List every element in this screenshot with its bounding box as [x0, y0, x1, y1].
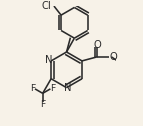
Text: N: N: [45, 55, 52, 65]
Text: N: N: [64, 83, 71, 93]
Text: Cl: Cl: [42, 1, 51, 11]
Text: O: O: [93, 40, 101, 50]
Text: O: O: [110, 52, 117, 62]
Text: F: F: [50, 84, 55, 93]
Text: F: F: [40, 100, 45, 108]
Text: F: F: [30, 84, 35, 93]
